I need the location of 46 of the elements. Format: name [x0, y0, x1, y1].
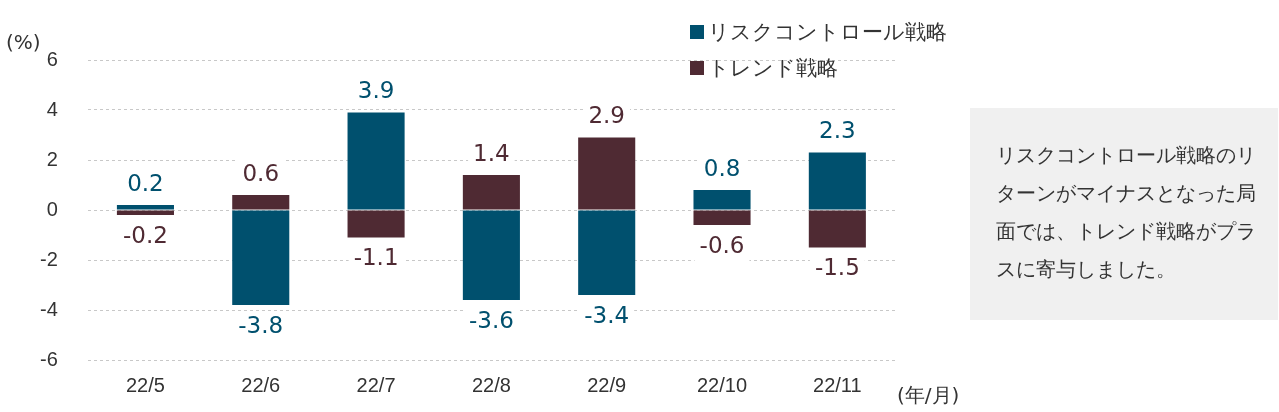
bar: [232, 210, 290, 305]
x-tick-label: 22/10: [696, 373, 748, 396]
data-label: -0.2: [123, 221, 168, 248]
data-label: -0.6: [699, 231, 745, 258]
x-tick-label: 22/8: [471, 373, 511, 396]
legend-label: トレンド戦略: [708, 55, 838, 82]
y-tick-label: 2: [46, 147, 58, 170]
y-tick-label: 0: [46, 197, 58, 220]
bar: [578, 137, 636, 210]
y-tick-label: -6: [39, 347, 58, 370]
data-label: -3.4: [584, 301, 630, 328]
data-label: -1.5: [814, 254, 860, 281]
y-tick-label: 6: [46, 47, 58, 70]
bar: [347, 112, 405, 210]
bar: [808, 210, 866, 248]
bar: [578, 210, 636, 295]
bar: [462, 175, 520, 210]
bar: [232, 195, 290, 210]
text: リスクコントロール戦略のリターンがマイナスとなった局面では、トレンド戦略がプラスに寄与しました。: [970, 108, 1278, 320]
data-label: 2.9: [588, 102, 625, 129]
x-tick-label: 22/6: [241, 373, 281, 396]
data-label: -1.1: [353, 244, 399, 271]
x-axis-title: (年/月): [897, 383, 960, 408]
data-label: -3.8: [238, 311, 284, 338]
y-axis-title: (%): [6, 30, 41, 55]
y-tick-label: -4: [39, 297, 58, 320]
x-tick-label: 22/7: [356, 373, 396, 396]
x-tick-label: 22/5: [125, 373, 165, 396]
data-label: 0.2: [127, 169, 164, 196]
y-tick-label: 4: [46, 97, 58, 120]
bar: [462, 210, 520, 300]
x-tick-label: 22/9: [587, 373, 627, 396]
bar: [347, 210, 405, 238]
bar: [808, 152, 866, 210]
y-tick-label: -2: [39, 247, 58, 270]
data-label: -3.6: [468, 306, 514, 333]
x-tick-label: 22/11: [813, 373, 862, 396]
data-label: 0.8: [703, 154, 741, 181]
legend-label: リスクコントロール戦略: [708, 19, 947, 46]
bar: [693, 210, 751, 225]
data-label: 1.4: [473, 139, 510, 166]
data-label: 2.3: [819, 117, 856, 144]
data-label: 0.6: [242, 159, 280, 186]
bar: [116, 205, 174, 210]
bar: [693, 190, 751, 210]
data-label: 3.9: [357, 77, 395, 104]
